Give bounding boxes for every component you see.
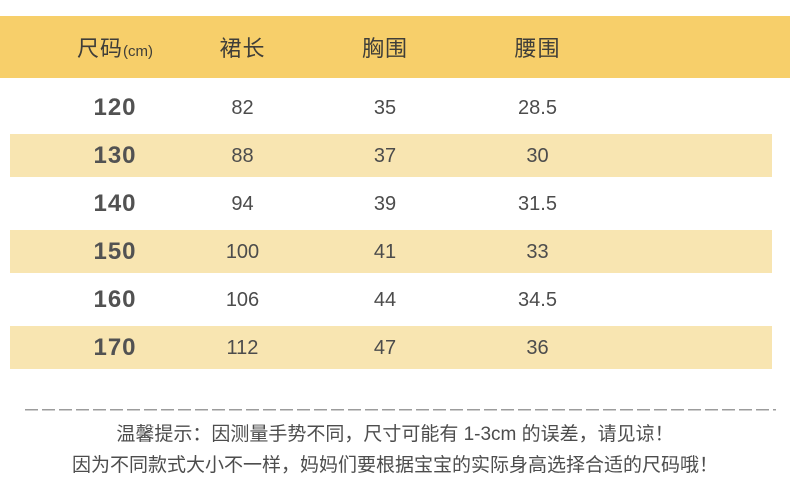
cell-size: 120 (93, 94, 137, 121)
tips-note: 温馨提示：因测量手势不同，尺寸可能有 1-3cm 的误差，请见谅！ 因为不同款式… (0, 420, 790, 482)
cell-waist: 28.5 (518, 96, 557, 119)
cell-skirt-length: 88 (231, 144, 254, 167)
header-size-label: 尺码 (76, 36, 123, 61)
table-row: 130 88 37 30 (0, 132, 790, 180)
dashed-divider (25, 409, 776, 411)
table-body: 120 82 35 28.5 130 88 37 30 140 94 39 31… (0, 84, 790, 372)
cell-size: 170 (93, 334, 137, 361)
header-skirt-length: 裙长 (219, 36, 266, 61)
header-waist: 腰围 (514, 36, 561, 61)
cell-skirt-length: 82 (231, 96, 254, 119)
table-row: 160 106 44 34.5 (0, 276, 790, 324)
cell-chest: 39 (373, 192, 397, 215)
tips-line-2: 因为不同款式大小不一样，妈妈们要根据宝宝的实际身高选择合适的尺码哦！ (71, 455, 718, 476)
table-header-row: 尺码(cm) 裙长 胸围 腰围 (0, 16, 790, 78)
cell-chest: 41 (373, 240, 397, 263)
tips-line-1: 温馨提示：因测量手势不同，尺寸可能有 1-3cm 的误差，请见谅！ (116, 424, 674, 445)
header-size: 尺码(cm) (35, 31, 195, 63)
cell-waist: 33 (526, 240, 549, 263)
header-size-unit: (cm) (123, 43, 153, 60)
cell-size: 150 (93, 238, 137, 265)
table-row: 120 82 35 28.5 (0, 84, 790, 132)
cell-waist: 36 (526, 336, 549, 359)
cell-skirt-length: 106 (225, 288, 260, 311)
cell-chest: 47 (373, 336, 397, 359)
cell-size: 160 (93, 286, 137, 313)
cell-size: 140 (93, 190, 137, 217)
cell-waist: 30 (526, 144, 549, 167)
cell-skirt-length: 100 (225, 240, 260, 263)
table-row: 140 94 39 31.5 (0, 180, 790, 228)
cell-skirt-length: 94 (231, 192, 254, 215)
cell-skirt-length: 112 (226, 336, 259, 359)
cell-chest: 44 (373, 288, 397, 311)
cell-chest: 37 (373, 144, 397, 167)
cell-waist: 31.5 (518, 192, 557, 215)
header-chest: 胸围 (361, 36, 408, 61)
table-row: 150 100 41 33 (0, 228, 790, 276)
cell-size: 130 (93, 142, 137, 169)
table-row: 170 112 47 36 (0, 324, 790, 372)
cell-chest: 35 (373, 96, 397, 119)
cell-waist: 34.5 (518, 288, 557, 311)
